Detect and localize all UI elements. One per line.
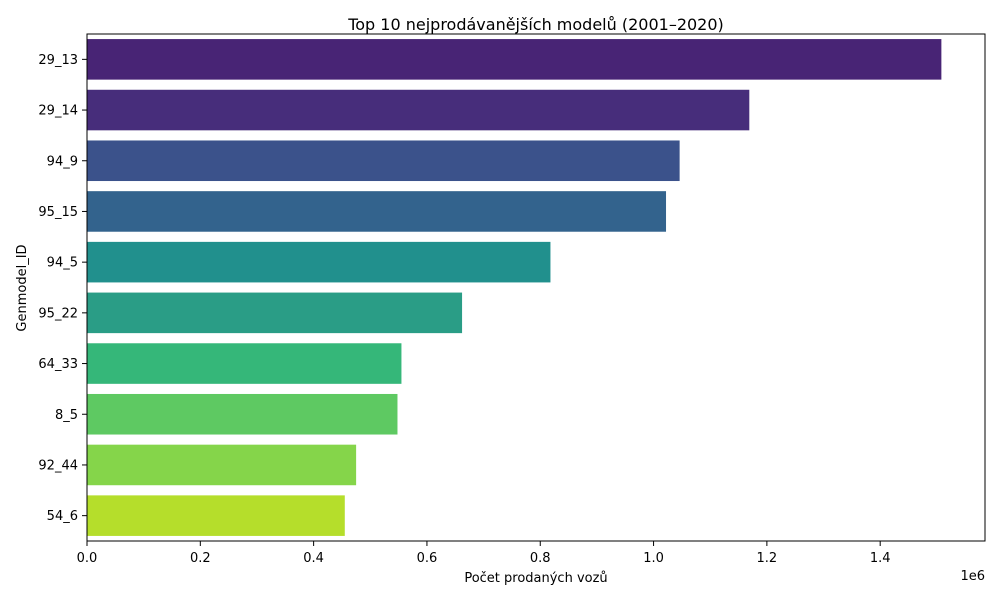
bar-29_13 [87, 39, 942, 80]
chart-title: Top 10 nejprodávanějších modelů (2001–20… [347, 15, 724, 34]
y-tick-label: 29_13 [38, 53, 78, 68]
y-tick-label: 92_44 [38, 458, 78, 473]
x-offset-label: 1e6 [960, 569, 985, 584]
y-tick-label: 64_33 [38, 357, 78, 372]
y-axis-label: Genmodel_ID [15, 244, 30, 331]
bar-8_5 [87, 393, 398, 435]
y-axis-ticks: 29_13 29_14 94_9 95_15 94_5 95_22 64_33 8_5 92_4… [38, 53, 87, 524]
bar-29_14 [87, 89, 750, 131]
bar-54_6 [87, 495, 345, 536]
bar-94_5 [87, 241, 551, 283]
x-tick-label: 1.0 [643, 551, 664, 566]
y-tick-label: 8_5 [55, 408, 78, 423]
bars-group [87, 39, 942, 536]
x-axis-ticks: 0.0 0.2 0.4 0.6 0.8 1.0 1.2 1.4 [77, 541, 891, 566]
y-tick-label: 95_22 [38, 306, 78, 321]
y-tick-label: 94_5 [47, 256, 78, 271]
x-tick-label: 0.2 [190, 551, 211, 566]
x-tick-label: 0.6 [417, 551, 438, 566]
x-axis-label: Počet prodaných vozů [464, 571, 607, 586]
y-tick-label: 29_14 [38, 104, 78, 119]
y-tick-label: 95_15 [38, 205, 78, 220]
bar-92_44 [87, 444, 357, 486]
bar-64_33 [87, 343, 402, 384]
bar-95_22 [87, 292, 463, 334]
x-tick-label: 0.4 [303, 551, 324, 566]
y-tick-label: 54_6 [47, 509, 78, 524]
y-tick-label: 94_9 [47, 154, 78, 169]
bar-94_9 [87, 140, 680, 182]
bar-95_15 [87, 191, 667, 232]
x-tick-label: 1.4 [870, 551, 891, 566]
plot-frame [86, 33, 986, 542]
x-tick-label: 1.2 [757, 551, 778, 566]
x-tick-label: 0.8 [530, 551, 551, 566]
x-tick-label: 0.0 [77, 551, 98, 566]
